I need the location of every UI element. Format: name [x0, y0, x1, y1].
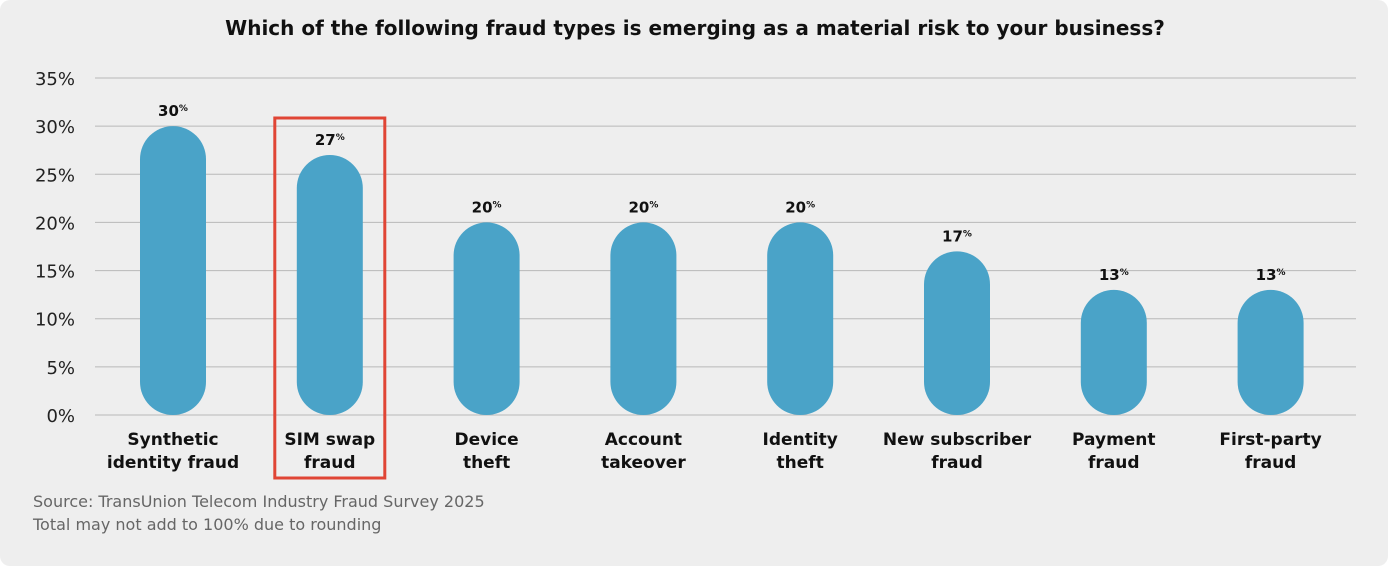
y-tick-label: 5% [46, 358, 75, 379]
bar [610, 222, 677, 415]
bar [924, 251, 990, 415]
category-label: fraud [304, 453, 356, 473]
y-tick-label: 0% [46, 406, 75, 427]
y-tick-label: 25% [35, 165, 75, 186]
chart-title: Which of the following fraud types is em… [225, 16, 1165, 40]
category-label: fraud [1088, 453, 1140, 473]
data-label: 27% [315, 131, 345, 149]
data-label: 17% [942, 227, 972, 245]
category-label: fraud [1245, 453, 1297, 473]
y-tick-label: 10% [35, 310, 75, 331]
data-label: 13% [1256, 266, 1286, 284]
category-label: identity fraud [107, 453, 239, 473]
highlight-box [273, 116, 387, 480]
category-label: Payment [1072, 430, 1156, 450]
category-label: First-party [1219, 430, 1321, 450]
category-label: Device [455, 430, 519, 450]
bar [453, 222, 520, 415]
category-label: New subscriber [883, 430, 1032, 450]
category-label: theft [777, 453, 824, 473]
data-label: 20% [628, 198, 658, 216]
bar [140, 126, 206, 416]
category-label: Identity [763, 430, 838, 450]
category-label: takeover [601, 453, 686, 473]
data-label: 20% [785, 198, 815, 216]
bar [1237, 289, 1304, 415]
category-label: theft [463, 453, 510, 473]
category-label: Account [605, 430, 682, 450]
category-label: SIM swap [284, 430, 375, 450]
data-label: 20% [472, 198, 502, 216]
source-note: Source: TransUnion Telecom Industry Frau… [33, 492, 485, 511]
y-tick-label: 15% [35, 262, 75, 283]
rounding-note: Total may not add to 100% due to roundin… [33, 515, 382, 534]
bar [1080, 289, 1147, 415]
category-label: fraud [931, 453, 983, 473]
data-label: 13% [1099, 266, 1129, 284]
bar [296, 155, 363, 415]
bar [767, 222, 834, 415]
y-tick-label: 20% [35, 213, 75, 234]
data-label: 30% [158, 102, 188, 120]
y-tick-label: 35% [35, 69, 75, 90]
category-label: Synthetic [127, 430, 218, 450]
y-tick-label: 30% [35, 117, 75, 138]
